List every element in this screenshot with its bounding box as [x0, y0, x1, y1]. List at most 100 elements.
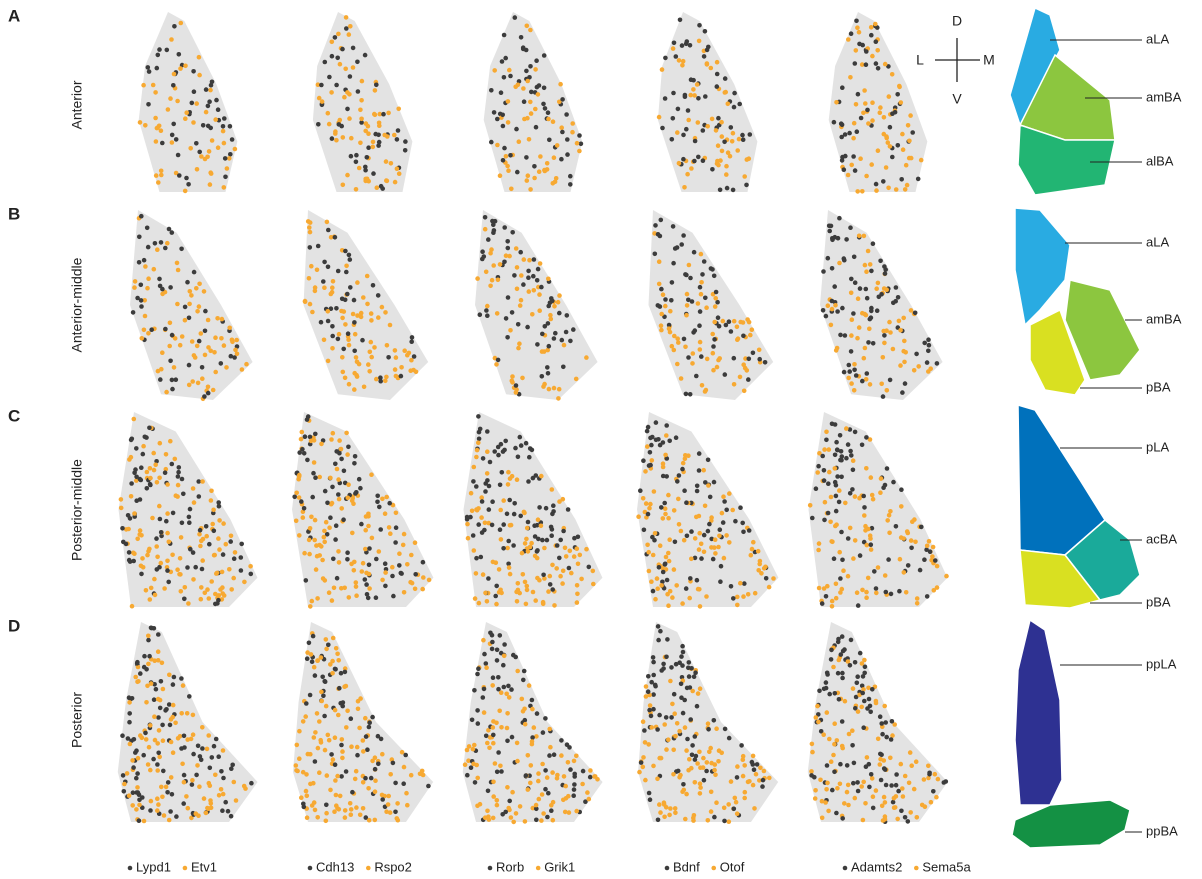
cell-dot: [474, 556, 479, 561]
cell-dot: [908, 810, 913, 815]
cell-dot: [663, 297, 668, 302]
cell-dot: [355, 745, 360, 750]
cell-dot: [156, 53, 161, 58]
cell-dot: [882, 704, 887, 709]
cell-dot: [551, 503, 556, 508]
cell-dot: [716, 143, 721, 148]
cell-dot: [165, 559, 170, 564]
cell-dot: [901, 147, 906, 152]
cell-dot: [499, 90, 504, 95]
cell-dot: [684, 313, 689, 318]
cell-dot: [514, 246, 519, 251]
cell-dot: [705, 357, 710, 362]
cell-dot: [740, 133, 745, 138]
cell-dot: [129, 438, 134, 443]
cell-dot: [657, 565, 662, 570]
cell-dot: [249, 572, 254, 577]
cell-dot: [568, 182, 573, 187]
cell-dot: [324, 819, 329, 824]
cell-dot: [129, 455, 134, 460]
cell-dot: [485, 741, 490, 746]
cell-dot: [230, 340, 235, 345]
cell-dot: [710, 167, 715, 172]
cell-dot: [686, 118, 691, 123]
cell-dot: [516, 455, 521, 460]
cell-dot: [325, 220, 330, 225]
cell-dot: [347, 253, 352, 258]
cell-dot: [197, 282, 202, 287]
region-label: alBA: [1146, 153, 1174, 168]
cell-dot: [832, 742, 837, 747]
cell-dot: [714, 128, 719, 133]
cell-dot: [137, 803, 142, 808]
cell-dot: [193, 565, 198, 570]
section: [475, 210, 598, 401]
cell-dot: [188, 507, 193, 512]
cell-dot: [209, 801, 214, 806]
section: [138, 12, 238, 193]
cell-dot: [899, 762, 904, 767]
cell-dot: [864, 62, 869, 67]
cell-dot: [896, 789, 901, 794]
cell-dot: [565, 137, 570, 142]
cell-dot: [715, 60, 720, 65]
cell-dot: [208, 88, 213, 93]
cell-dot: [140, 556, 145, 561]
cell-dot: [899, 535, 904, 540]
cell-dot: [168, 439, 173, 444]
cell-dot: [519, 298, 524, 303]
cell-dot: [820, 816, 825, 821]
cell-dot: [160, 795, 165, 800]
cell-dot: [404, 791, 409, 796]
cell-dot: [475, 708, 480, 713]
cell-dot: [840, 719, 845, 724]
cell-dot: [699, 252, 704, 257]
cell-dot: [513, 446, 518, 451]
cell-dot: [160, 141, 165, 146]
cell-dot: [647, 708, 652, 713]
cell-dot: [888, 125, 893, 130]
cell-dot: [201, 123, 206, 128]
cell-dot: [199, 585, 204, 590]
cell-dot: [894, 524, 899, 529]
cell-dot: [323, 60, 328, 65]
cell-dot: [732, 382, 737, 387]
cell-dot: [354, 187, 359, 192]
cell-dot: [884, 165, 889, 170]
cell-dot: [646, 742, 651, 747]
tissue-slice: [475, 210, 598, 400]
cell-dot: [648, 502, 653, 507]
cell-dot: [867, 785, 872, 790]
cell-dot: [537, 578, 542, 583]
cell-dot: [814, 715, 819, 720]
cell-dot: [848, 491, 853, 496]
cell-dot: [576, 562, 581, 567]
cell-dot: [502, 225, 507, 230]
cell-dot: [675, 362, 680, 367]
cell-dot: [171, 83, 176, 88]
cell-dot: [905, 183, 910, 188]
cell-dot: [131, 310, 136, 315]
cell-dot: [852, 761, 857, 766]
cell-dot: [916, 364, 921, 369]
cell-dot: [670, 702, 675, 707]
cell-dot: [500, 59, 505, 64]
cell-dot: [169, 775, 174, 780]
cell-dot: [859, 784, 864, 789]
cell-dot: [524, 602, 529, 607]
cell-dot: [564, 554, 569, 559]
cell-dot: [559, 157, 564, 162]
cell-dot: [478, 312, 483, 317]
cell-dot: [703, 504, 708, 509]
cell-dot: [857, 30, 862, 35]
cell-dot: [866, 121, 871, 126]
cell-dot: [546, 791, 551, 796]
cell-dot: [505, 785, 510, 790]
cell-dot: [554, 566, 559, 571]
cell-dot: [537, 169, 542, 174]
cell-dot: [671, 261, 676, 266]
cell-dot: [141, 83, 146, 88]
cell-dot: [308, 604, 313, 609]
cell-dot: [164, 390, 169, 395]
cell-dot: [883, 62, 888, 67]
